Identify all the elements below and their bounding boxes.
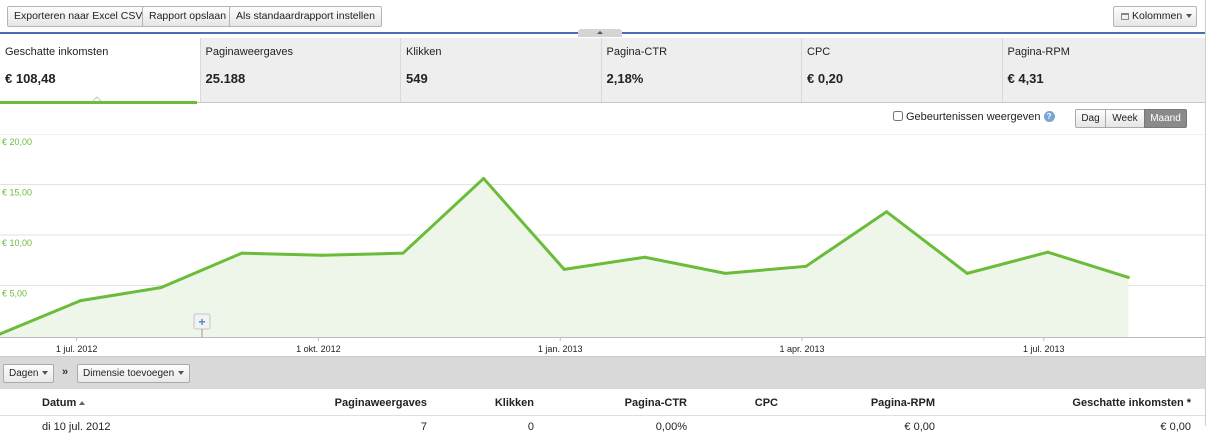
scorecard-pageviews[interactable]: Paginaweergaves 25.188 <box>200 38 401 102</box>
x-tick-label: 1 jul. 2013 <box>1023 344 1065 354</box>
data-point <box>562 267 566 271</box>
data-point <box>320 253 324 257</box>
set-default-report-button[interactable]: Als standaardrapport instellen <box>229 6 382 27</box>
scorecard-label: Geschatte inkomsten <box>5 46 109 58</box>
cell-estimated-earnings: € 0,00 <box>1160 421 1191 433</box>
cell-page-rpm: € 0,00 <box>904 421 935 433</box>
scorecard-value: € 0,20 <box>807 71 844 86</box>
period-label: Dagen <box>9 368 39 379</box>
x-tick-label: 1 jan. 2013 <box>538 344 583 354</box>
scorecard-page-rpm[interactable]: Pagina-RPM € 4,31 <box>1002 38 1205 102</box>
add-dimension-label: Dimensie toevoegen <box>83 368 175 379</box>
help-icon[interactable]: ? <box>1043 111 1055 122</box>
scorecard-value: € 4,31 <box>1007 71 1044 86</box>
show-events-checkbox[interactable] <box>893 111 903 121</box>
window-edge <box>1205 0 1210 426</box>
add-dimension-dropdown[interactable]: Dimensie toevoegen <box>77 364 191 383</box>
column-header-estimated-earnings[interactable]: Geschatte inkomsten * <box>1072 397 1191 409</box>
show-events-toggle[interactable]: Gebeurtenissen weergeven? <box>893 111 1055 123</box>
scorecard-page-ctr[interactable]: Pagina-CTR 2,18% <box>601 38 802 102</box>
cell-page-ctr: 0,00% <box>655 421 687 433</box>
calendar-icon <box>1121 13 1129 20</box>
data-point <box>401 251 405 255</box>
dimension-bar: Dagen » Dimensie toevoegen <box>0 356 1205 389</box>
data-point <box>965 271 969 275</box>
breadcrumb-separator: » <box>62 366 69 378</box>
scorecard-label: CPC <box>807 46 831 58</box>
data-point <box>1126 275 1130 279</box>
data-point <box>79 299 83 303</box>
scorecard-label: Klikken <box>406 46 442 58</box>
series-area <box>0 178 1129 337</box>
x-tick-label: 1 okt. 2012 <box>296 344 341 354</box>
cell-clicks: 0 <box>527 421 534 433</box>
period-dropdown[interactable]: Dagen <box>3 364 55 383</box>
x-tick-label: 1 apr. 2013 <box>779 344 824 354</box>
data-point <box>723 271 727 275</box>
granularity-day-button[interactable]: Dag <box>1075 109 1106 128</box>
granularity-week-button[interactable]: Week <box>1105 109 1145 128</box>
data-point <box>643 255 647 259</box>
scorecard-label: Pagina-CTR <box>606 46 668 58</box>
column-header-date[interactable]: Datum <box>42 397 86 409</box>
scorecard-label: Paginaweergaves <box>205 46 293 58</box>
active-pointer-icon <box>92 96 102 102</box>
y-tick-label: € 15,00 <box>2 188 32 198</box>
column-header-cpc[interactable]: CPC <box>754 397 778 409</box>
column-header-clicks[interactable]: Klikken <box>494 397 534 409</box>
columns-button[interactable]: Kolommen <box>1113 6 1197 27</box>
cell-pageviews: 7 <box>420 421 427 433</box>
report-toolbar: Exporteren naar Excel CSV Rapport opslaa… <box>0 0 1210 34</box>
sort-ascending-icon <box>79 401 86 405</box>
y-tick-label: € 20,00 <box>2 137 32 147</box>
chevron-down-icon <box>42 371 49 375</box>
save-report-button[interactable]: Rapport opslaan <box>142 6 234 27</box>
scorecard-cpc[interactable]: CPC € 0,20 <box>802 38 1003 102</box>
data-point <box>482 176 486 180</box>
earnings-line-chart: € 20,00 € 15,00 € 10,00 € 5,00 1 jul. 2012 1 … <box>0 134 1205 354</box>
granularity-month-button[interactable]: Maand <box>1144 109 1187 128</box>
scorecard-value: 549 <box>406 71 428 86</box>
data-point <box>804 264 808 268</box>
chevron-down-icon <box>1186 14 1193 18</box>
data-point <box>240 251 244 255</box>
data-point <box>159 286 163 290</box>
table-header: Datum Paginaweergaves Klikken Pagina-CTR… <box>0 390 1205 416</box>
y-tick-label: € 10,00 <box>2 238 32 248</box>
scorecard-clicks[interactable]: Klikken 549 <box>401 38 602 102</box>
export-csv-button[interactable]: Exporteren naar Excel CSV <box>7 6 150 27</box>
x-tick-label: 1 jul. 2012 <box>56 344 98 354</box>
data-point <box>885 210 889 214</box>
scorecard-value: € 108,48 <box>5 71 56 86</box>
column-header-page-ctr[interactable]: Pagina-CTR <box>624 397 687 409</box>
y-tick-label: € 5,00 <box>2 289 27 299</box>
chevron-down-icon <box>178 371 185 375</box>
earnings-chart: € 20,00 € 15,00 € 10,00 € 5,00 1 jul. 2012 1 … <box>0 134 1205 356</box>
show-events-label: Gebeurtenissen weergeven <box>906 111 1041 123</box>
scorecard-value: 2,18% <box>606 71 644 86</box>
columns-label: Kolommen <box>1132 10 1183 22</box>
column-header-label: Datum <box>42 397 77 409</box>
collapse-toggle[interactable] <box>578 29 622 37</box>
chart-controls: Gebeurtenissen weergeven? Dag Week Maand <box>0 104 1205 134</box>
scorecard-label: Pagina-RPM <box>1007 46 1070 58</box>
column-header-pageviews[interactable]: Paginaweergaves <box>334 397 427 409</box>
column-header-page-rpm[interactable]: Pagina-RPM <box>870 397 935 409</box>
scorecard-estimated-earnings[interactable]: Geschatte inkomsten € 108,48 <box>0 38 201 104</box>
data-point <box>0 332 2 336</box>
data-point <box>1046 250 1050 254</box>
add-annotation-icon: + <box>198 315 205 329</box>
scorecard-row: Geschatte inkomsten € 108,48 Paginaweerg… <box>0 38 1205 104</box>
scorecard-value: 25.188 <box>205 71 246 86</box>
cell-date: di 10 jul. 2012 <box>42 421 111 433</box>
table-row: di 10 jul. 2012 7 0 0,00% € 0,00 € 0,00 <box>0 417 1205 437</box>
